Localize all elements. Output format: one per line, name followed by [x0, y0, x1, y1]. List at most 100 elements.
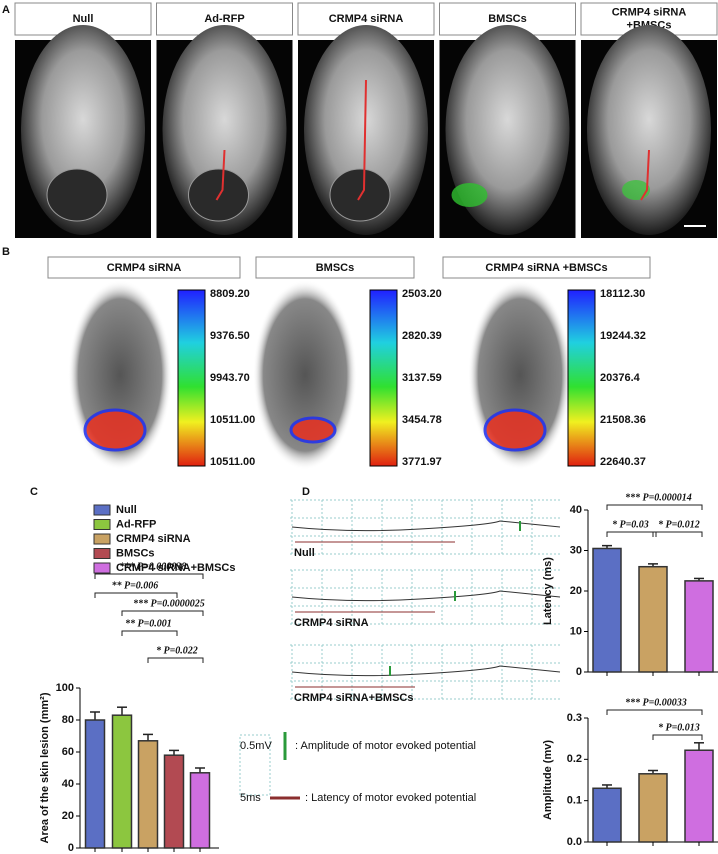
legend-swatch — [93, 533, 111, 545]
sig-stars: ** — [112, 580, 122, 591]
gfp — [451, 183, 488, 207]
legend-swatch — [93, 548, 111, 559]
sig-stars: * — [659, 722, 664, 733]
scale-label: 3454.78 — [402, 414, 442, 426]
y-axis-label: Latency (ms) — [542, 557, 554, 625]
bracket — [147, 657, 204, 663]
bar — [137, 740, 159, 849]
bar — [592, 787, 622, 843]
p-value: P=0.001 — [138, 618, 172, 629]
bracket — [94, 592, 178, 598]
header-line: Ad-RFP — [204, 13, 244, 25]
scale-label: 20376.4 — [600, 372, 641, 384]
gfp — [622, 180, 650, 200]
trace-label: Null — [294, 547, 315, 559]
bar — [111, 714, 133, 849]
legend-label: CRMP4 siRNA — [116, 533, 191, 545]
legend-swatch — [93, 504, 111, 516]
header-text: BMSCs — [488, 13, 527, 25]
header-text: BMSCs — [316, 262, 355, 274]
scale-label: 22640.37 — [600, 456, 646, 468]
amp-desc: : Amplitude of motor evoked potential — [295, 740, 476, 752]
y-tick-label: 0.1 — [567, 795, 582, 807]
trace — [291, 520, 561, 532]
scale-label: 8809.20 — [210, 288, 250, 300]
trace-label: CRMP4 siRNA+BMSCs — [294, 692, 414, 704]
sig-stars: *** — [134, 598, 149, 609]
signal — [289, 416, 337, 444]
header-text: Ad-RFP — [204, 13, 244, 25]
scale-label: 3771.97 — [402, 456, 442, 468]
trace — [291, 590, 561, 602]
color-bar — [177, 289, 206, 467]
lat-scale: 5ms — [240, 792, 261, 804]
bracket — [94, 573, 204, 579]
color-bar — [369, 289, 398, 467]
y-tick-label: 80 — [62, 714, 74, 726]
header-box — [442, 256, 651, 279]
bar — [592, 547, 622, 673]
p-value: P=0.03 — [620, 519, 649, 530]
bracket — [121, 630, 178, 636]
y-tick-label: 20 — [570, 585, 582, 597]
p-value: P=0.013 — [666, 722, 700, 733]
header-line: Null — [73, 13, 94, 25]
p-value: P=0.0000025 — [151, 598, 205, 609]
y-tick-label: 20 — [62, 810, 74, 822]
legend-label: Ad-RFP — [116, 518, 156, 530]
sig-stars: *** — [626, 697, 641, 708]
bar — [163, 754, 185, 849]
panel-label: D — [302, 486, 310, 498]
p-value: P=0.006 — [124, 580, 158, 591]
scale-label: 9376.50 — [210, 330, 250, 342]
trace-panel — [290, 499, 561, 555]
bar — [84, 719, 106, 849]
y-tick-label: 0.0 — [567, 836, 582, 848]
scale-label: 19244.32 — [600, 330, 646, 342]
bar — [684, 580, 714, 673]
bracket — [606, 504, 703, 510]
legend-swatch — [93, 519, 111, 530]
panel-label: C — [30, 486, 38, 498]
scale-label: 10511.00 — [210, 456, 255, 468]
trace-panel — [290, 644, 561, 700]
bracket — [121, 610, 204, 616]
y-tick-label: 40 — [570, 504, 582, 516]
amp-scale: 0.5mV — [240, 740, 272, 752]
y-tick-label: 40 — [62, 778, 74, 790]
trace-panel — [290, 569, 561, 625]
legend-swatch — [93, 562, 111, 574]
header-text: CRMP4 siRNA — [329, 13, 404, 25]
color-bar — [567, 289, 596, 467]
photo-body — [445, 25, 570, 235]
rfp — [215, 149, 226, 201]
sig-stars: * — [613, 519, 618, 530]
trace — [291, 665, 561, 677]
p-value: P=0.022 — [164, 645, 198, 656]
bracket — [606, 531, 657, 537]
sig-stars: ** — [126, 618, 136, 629]
bar — [638, 565, 668, 673]
sig-stars: * — [157, 645, 162, 656]
legend-label: BMSCs — [116, 547, 155, 559]
trace-label: CRMP4 siRNA — [294, 617, 369, 629]
sig-stars: *** — [120, 561, 135, 572]
bar — [684, 749, 714, 843]
header-line: BMSCs — [488, 13, 527, 25]
header-line: CRMP4 siRNA — [329, 13, 404, 25]
scale-label: 18112.30 — [600, 288, 645, 300]
lat-desc: : Latency of motor evoked potential — [305, 792, 476, 804]
scale-label: 3137.59 — [402, 372, 442, 384]
panel-label: B — [2, 246, 10, 258]
sig-stars: * — [659, 519, 664, 530]
legend-label: Null — [116, 504, 137, 516]
scale-label: 10511.00 — [210, 414, 255, 426]
scale-grid — [239, 734, 271, 796]
y-tick-label: 30 — [570, 544, 582, 556]
y-axis-label: Area of the skin lesion (mm²) — [39, 692, 51, 843]
bracket — [652, 531, 703, 537]
y-axis-label: Amplitude (mv) — [542, 740, 554, 820]
signal — [83, 408, 147, 452]
y-tick-label: 0 — [576, 666, 582, 678]
